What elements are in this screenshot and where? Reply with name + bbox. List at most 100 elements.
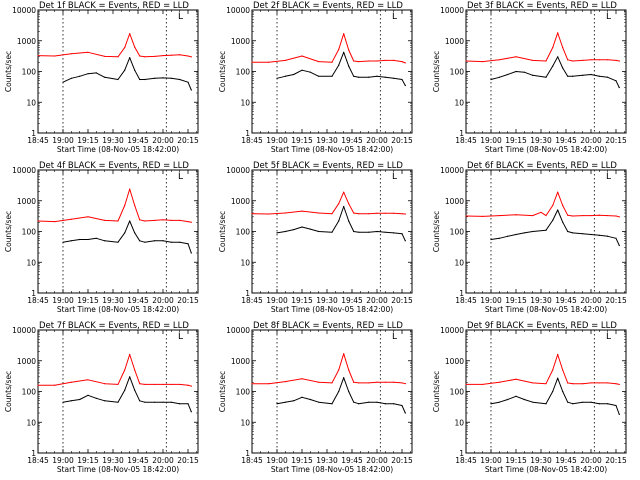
- events-series-point: [348, 65, 350, 67]
- lld-series-point: [190, 221, 192, 223]
- events-series-point: [358, 403, 360, 405]
- events-series-point: [162, 240, 164, 242]
- lld-series-point: [618, 383, 620, 386]
- lld-series-point: [515, 378, 517, 380]
- plot-frame: [465, 169, 627, 294]
- events-series-point: [562, 67, 564, 69]
- lld-series-point: [162, 383, 164, 386]
- lld-series-point: [376, 212, 378, 214]
- y-tick-label: 100: [236, 228, 251, 237]
- events-series-point: [393, 77, 395, 79]
- lld-series-point: [348, 49, 350, 51]
- events-series-point: [129, 220, 131, 222]
- events-series-point: [309, 398, 311, 401]
- events-series-point: [598, 75, 600, 77]
- x-tick-label: 20:00: [152, 456, 174, 465]
- lld-series-point: [557, 32, 559, 34]
- lld-series-point: [618, 60, 620, 62]
- lld-series-point: [162, 54, 164, 57]
- lld-series-point: [540, 211, 542, 213]
- events-series-point: [348, 220, 350, 222]
- events-series-point: [353, 230, 355, 233]
- lld-series-point: [401, 60, 403, 63]
- lld-series-point: [144, 383, 146, 386]
- lld-series-point: [343, 353, 345, 355]
- events-series-point: [567, 401, 569, 403]
- events-series-point: [104, 240, 106, 242]
- events-series-point: [70, 400, 72, 402]
- y-tick-label: 100: [22, 68, 37, 77]
- x-tick-label: 19:00: [480, 136, 502, 145]
- lld-series-point: [393, 59, 395, 61]
- x-tick-label: 18:45: [27, 136, 49, 145]
- x-tick-label: 20:00: [580, 456, 602, 465]
- lld-series-point: [301, 55, 303, 57]
- panel-title: Det 8f BLACK = Events, RED = LLD: [253, 321, 403, 331]
- lld-series-point: [515, 214, 517, 216]
- plot-frame: [37, 9, 199, 134]
- y-tick-label: 10: [240, 98, 250, 107]
- y-tick-label: 100: [450, 68, 465, 77]
- events-series-point: [124, 232, 126, 234]
- events-series-point: [545, 76, 547, 78]
- lld-series-point: [358, 213, 360, 215]
- events-series-point: [582, 233, 584, 235]
- x-axis-label: Start Time (08-Nov-05 18:42:00): [271, 145, 393, 154]
- y-tick-label: 10: [454, 418, 464, 427]
- x-tick-label: 19:30: [102, 296, 124, 305]
- lld-series-point: [268, 61, 270, 63]
- y-tick-label: 10000: [440, 326, 464, 335]
- y-tick-label: 1: [31, 449, 36, 458]
- events-series-point: [582, 74, 584, 76]
- events-series-point: [124, 389, 126, 391]
- events-series-point: [318, 401, 320, 403]
- lld-series-point: [139, 219, 141, 221]
- lld-series-point: [353, 60, 355, 62]
- lld-series-point: [482, 60, 484, 63]
- events-series-point: [618, 86, 620, 89]
- x-tick-label: 19:00: [52, 296, 74, 305]
- y-tick-label: 10: [26, 418, 36, 427]
- y-tick-label: 100: [450, 388, 465, 397]
- lld-series-point: [268, 383, 270, 385]
- y-axis-label: Counts/sec: [432, 371, 441, 412]
- events-series-line: [62, 376, 192, 412]
- events-series-point: [490, 78, 492, 81]
- events-series-point: [104, 400, 106, 402]
- events-series-point: [179, 241, 181, 243]
- lld-series-point: [582, 383, 584, 385]
- events-series-point: [358, 231, 360, 233]
- x-tick-label: 18:45: [455, 456, 477, 465]
- lld-series-point: [607, 59, 609, 61]
- lld-series-point: [139, 383, 141, 385]
- x-tick-label: 19:15: [291, 136, 313, 145]
- lld-series-point: [104, 219, 106, 221]
- events-series-point: [134, 389, 136, 391]
- x-tick-label: 20:15: [391, 456, 413, 465]
- y-tick-label: 1: [245, 129, 250, 138]
- events-series-point: [384, 76, 386, 78]
- events-series-point: [70, 77, 72, 79]
- lld-series-point: [572, 215, 574, 217]
- lld-series-line: [252, 353, 406, 385]
- events-series-point: [301, 69, 303, 71]
- lld-series-point: [117, 56, 119, 58]
- lld-series-point: [54, 55, 56, 57]
- events-series-point: [557, 377, 559, 379]
- events-series-point: [598, 234, 600, 236]
- events-series-point: [401, 233, 403, 235]
- lld-series-point: [404, 213, 406, 215]
- events-series-point: [507, 398, 509, 401]
- x-tick-label: 20:15: [177, 296, 199, 305]
- lld-series-point: [170, 383, 172, 386]
- events-series-point: [117, 78, 119, 81]
- plot-frame: [37, 329, 199, 454]
- events-series-point: [95, 397, 97, 399]
- events-series-point: [532, 230, 534, 233]
- events-series-point: [507, 73, 509, 76]
- events-series-point: [139, 400, 141, 402]
- events-series-point: [590, 73, 592, 76]
- x-tick-label: 19:45: [341, 296, 363, 305]
- y-tick-label: 100: [22, 228, 37, 237]
